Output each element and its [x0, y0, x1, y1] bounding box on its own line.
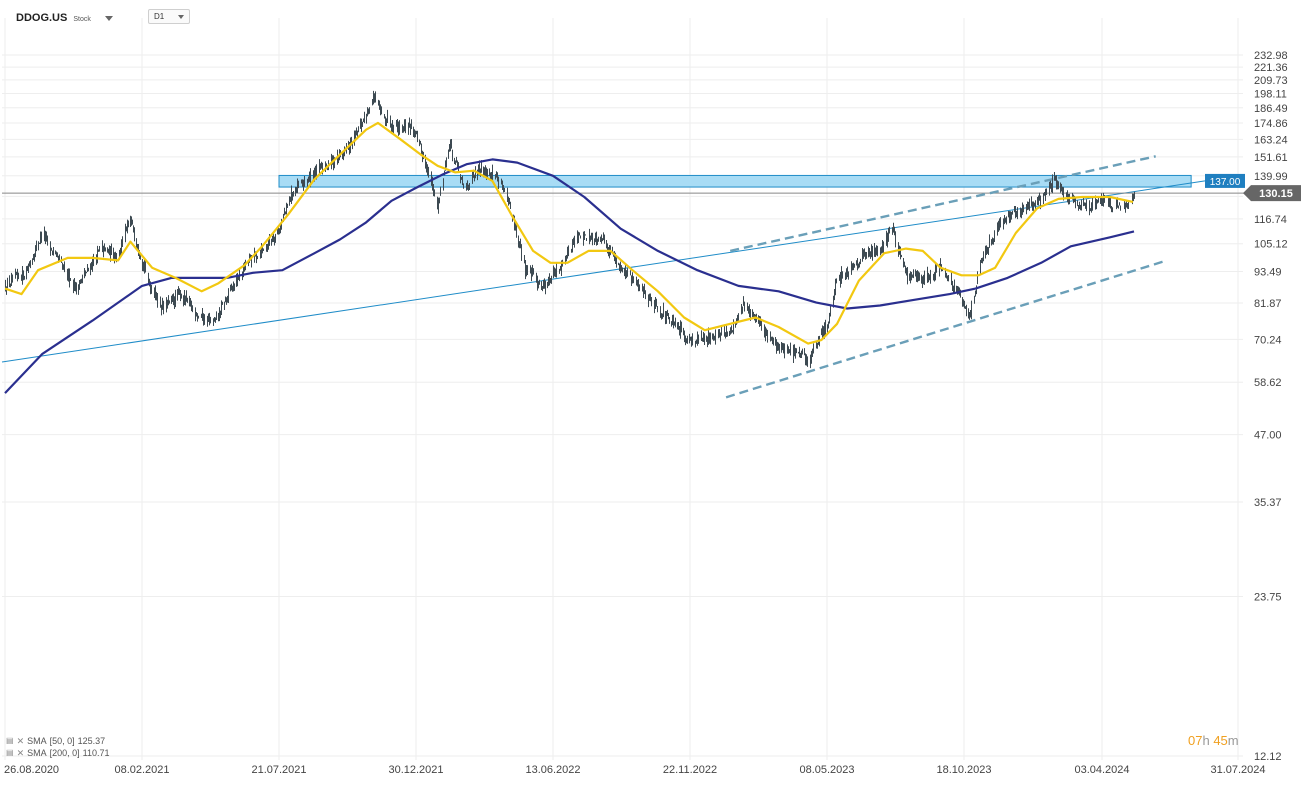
indicator-label: SMA — [27, 736, 47, 746]
x-tick-label: 03.04.2024 — [1074, 764, 1129, 776]
moving-averages — [4, 121, 1135, 394]
resistance-tag-box — [1205, 173, 1245, 188]
y-tick-label: 47.00 — [1254, 430, 1282, 442]
y-tick-label: 81.87 — [1254, 298, 1282, 310]
symbol-name: DDOG.US — [16, 12, 68, 24]
sma200-line — [4, 158, 1135, 394]
x-tick-label: 13.06.2022 — [525, 764, 580, 776]
channel-upper-line — [729, 155, 1156, 253]
x-tick-label: 08.02.2021 — [114, 764, 169, 776]
settings-icon[interactable]: ▤ — [6, 736, 14, 745]
indicator-value: 110.71 — [82, 748, 110, 758]
y-tick-label: 116.74 — [1254, 214, 1287, 226]
x-tick-label: 18.10.2023 — [936, 764, 991, 776]
countdown-minutes: 45 — [1213, 733, 1228, 748]
y-tick-label: 23.75 — [1254, 591, 1282, 603]
y-tick-label: 151.61 — [1254, 152, 1288, 164]
sma50-line — [4, 121, 1134, 345]
y-tick-label: 209.73 — [1254, 75, 1288, 87]
candle-countdown: 07h 45m — [1188, 733, 1239, 748]
indicator-params: [200, 0] — [49, 748, 80, 758]
y-tick-label: 198.11 — [1254, 88, 1287, 100]
countdown-hours-unit: h — [1202, 733, 1210, 748]
symbol-type: Stock — [73, 16, 91, 23]
trend-channel — [725, 155, 1168, 399]
y-tick-label: 12.12 — [1254, 751, 1282, 763]
indicator-legend: ▤ ✕ SMA [50, 0] 125.37 ▤ ✕ SMA [200, 0] … — [6, 735, 110, 759]
y-tick-label: 186.49 — [1254, 103, 1288, 115]
last-price-tag-label: 130.15 — [1259, 188, 1293, 200]
x-tick-label: 26.08.2020 — [4, 764, 59, 776]
close-icon[interactable]: ✕ — [16, 736, 25, 746]
y-tick-label: 70.24 — [1254, 334, 1282, 346]
indicator-sma200[interactable]: ▤ ✕ SMA [200, 0] 110.71 — [6, 747, 110, 759]
timeframe-selector[interactable]: D1 — [148, 9, 190, 24]
y-tick-label: 93.49 — [1254, 267, 1282, 279]
y-tick-label: 105.12 — [1254, 239, 1288, 251]
indicator-label: SMA — [27, 748, 47, 758]
y-tick-label: 232.98 — [1254, 50, 1288, 62]
y-tick-label: 163.24 — [1254, 134, 1288, 146]
indicator-sma50[interactable]: ▤ ✕ SMA [50, 0] 125.37 — [6, 735, 110, 747]
y-tick-label: 221.36 — [1254, 62, 1288, 74]
indicator-value: 125.37 — [77, 736, 106, 746]
countdown-hours: 07 — [1188, 733, 1203, 748]
y-tick-label: 174.86 — [1254, 118, 1288, 130]
settings-icon[interactable]: ▤ — [6, 748, 14, 757]
y-tick-label: 35.37 — [1254, 497, 1282, 509]
x-tick-label: 08.05.2023 — [799, 764, 854, 776]
last-price-tag-box — [1243, 185, 1301, 202]
x-tick-label: 30.12.2021 — [388, 764, 443, 776]
close-icon[interactable]: ✕ — [16, 748, 25, 758]
chevron-down-icon[interactable] — [178, 14, 184, 19]
resistance-zone-box — [278, 174, 1192, 188]
countdown-minutes-unit: m — [1227, 733, 1239, 748]
resistance-line — [1, 180, 1206, 363]
grid — [2, 18, 1243, 760]
resistance-zone — [278, 174, 1192, 188]
symbol-selector[interactable]: DDOG.US Stock — [16, 8, 113, 28]
price-tags: 137.00 130.15 — [1205, 173, 1301, 202]
x-tick-label: 21.07.2021 — [251, 764, 306, 776]
chevron-down-icon[interactable] — [104, 15, 113, 21]
x-tick-label: 31.07.2024 — [1210, 764, 1265, 776]
y-tick-label: 139.99 — [1254, 171, 1288, 183]
y-tick-label: 58.62 — [1254, 377, 1282, 389]
level-lines — [1, 180, 1245, 363]
channel-lower-line — [725, 259, 1168, 399]
timeframe-label: D1 — [154, 12, 165, 21]
x-tick-label: 22.11.2022 — [663, 764, 717, 776]
indicator-params: [50, 0] — [49, 736, 75, 746]
candles — [5, 90, 1135, 369]
resistance-tag-label: 137.00 — [1210, 177, 1241, 188]
